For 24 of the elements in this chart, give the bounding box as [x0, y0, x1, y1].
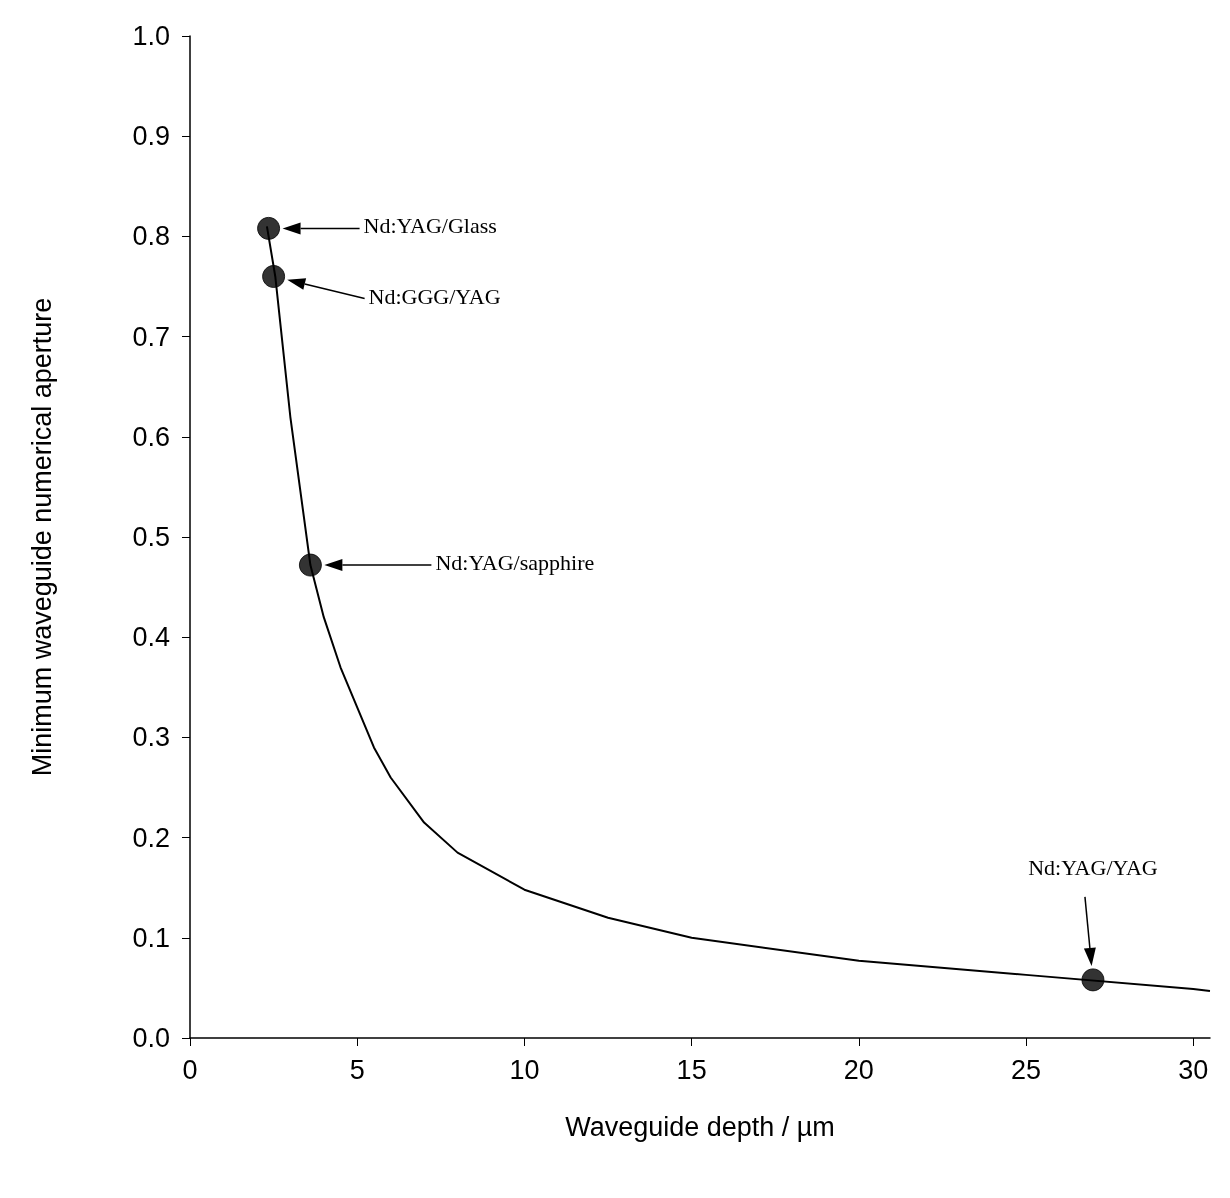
y-tick-label: 0.1 — [132, 922, 170, 953]
y-tick-label: 0.8 — [132, 221, 170, 252]
x-tick-label: 0 — [182, 1054, 198, 1085]
y-axis-title: Minimum waveguide numerical aperture — [26, 297, 57, 777]
annotation: Nd:GGG/YAG — [368, 283, 501, 309]
annotation: Nd:YAG/Glass — [363, 213, 497, 239]
x-tick-label: 20 — [843, 1054, 874, 1085]
y-tick-label: 0.3 — [132, 722, 170, 753]
x-tick-label: 30 — [1178, 1054, 1209, 1085]
y-tick-label: 0.0 — [132, 1023, 170, 1053]
y-tick-label: 0.6 — [132, 421, 170, 452]
y-tick-label: 0.2 — [132, 822, 170, 853]
x-tick-label: 15 — [676, 1054, 707, 1085]
y-tick-label: 0.9 — [132, 121, 170, 152]
y-tick-label: 0.5 — [132, 522, 170, 552]
y-tick-label: 1.0 — [132, 21, 170, 51]
annotation: Nd:YAG/sapphire — [435, 550, 595, 576]
x-tick-label: 10 — [509, 1054, 540, 1085]
annotation: Nd:YAG/YAG — [1028, 854, 1158, 880]
x-tick-label: 5 — [349, 1054, 365, 1085]
y-tick-label: 0.7 — [132, 321, 170, 352]
x-axis-title: Waveguide depth / µm — [565, 1111, 835, 1142]
y-tick-label: 0.4 — [132, 622, 170, 653]
x-tick-label: 25 — [1011, 1054, 1042, 1085]
